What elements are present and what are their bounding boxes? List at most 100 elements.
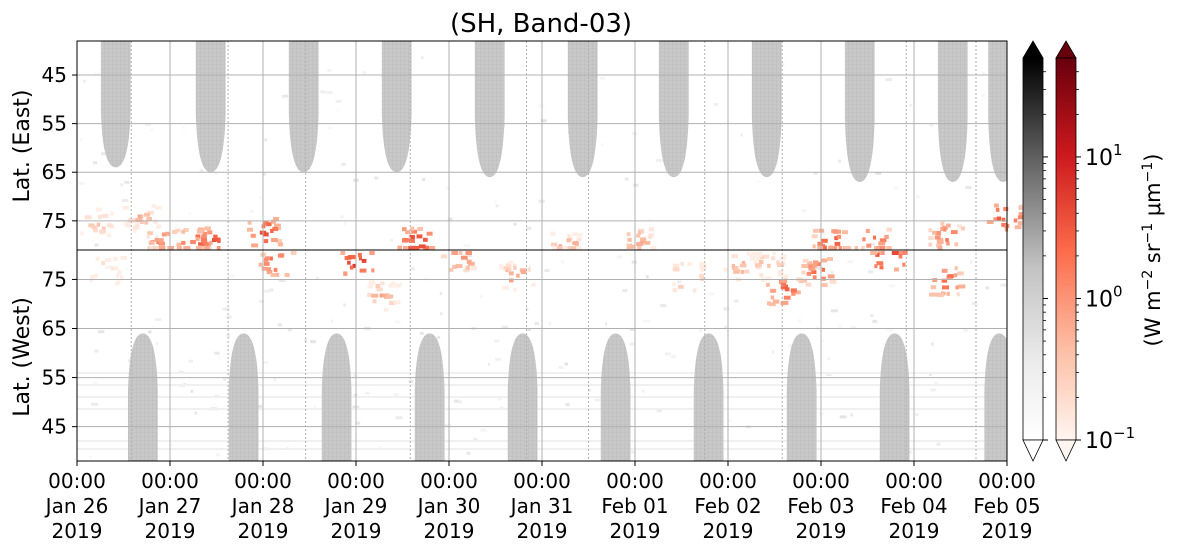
emission-cell	[672, 267, 680, 272]
emission-cell	[844, 246, 851, 250]
noise-cell	[771, 350, 775, 354]
noise-cell	[335, 99, 342, 103]
emission-cell	[448, 267, 454, 272]
emission-cell	[943, 227, 947, 232]
emission-cell	[425, 245, 429, 250]
emission-cell	[158, 246, 166, 250]
emission-cell	[208, 245, 212, 250]
noise-cell	[88, 455, 92, 459]
emission-cell	[107, 233, 111, 238]
emission-cell	[116, 273, 120, 278]
emission-cell	[207, 230, 213, 235]
emission-cell	[828, 246, 835, 250]
emission-cell	[567, 246, 574, 250]
emission-cell	[440, 254, 448, 259]
daylight-lobe-east	[937, 41, 968, 182]
emission-cell	[791, 291, 796, 296]
noise-cell	[985, 286, 990, 290]
emission-cell	[878, 251, 883, 255]
emission-cell	[93, 273, 98, 278]
emission-cell	[801, 270, 806, 275]
emission-cell	[196, 246, 200, 250]
emission-cell	[731, 263, 735, 268]
emission-cell	[701, 265, 707, 270]
emission-cell	[97, 214, 102, 219]
noise-cell	[982, 71, 985, 75]
emission-cell	[996, 216, 1002, 221]
emission-cell	[898, 254, 903, 259]
noise-cell	[264, 289, 270, 293]
emission-cell	[731, 266, 739, 270]
noise-cell	[540, 119, 547, 123]
noise-cell	[501, 325, 509, 329]
noise-cell	[656, 158, 663, 162]
y-tick-label: 45	[42, 415, 67, 439]
noise-cell	[708, 292, 715, 296]
emission-cell	[516, 273, 520, 278]
emission-cell	[452, 265, 457, 269]
emission-cell	[212, 238, 217, 242]
emission-cell	[265, 222, 272, 227]
daylight-lobe-east	[381, 41, 412, 173]
noise-cell	[94, 349, 99, 353]
emission-cell	[783, 278, 788, 283]
daylight-lobe-west	[127, 333, 158, 461]
noise-cell	[394, 320, 401, 324]
noise-cell	[91, 402, 99, 406]
emission-cell	[110, 266, 115, 271]
noise-cell	[278, 278, 286, 282]
colorbar-red	[1055, 40, 1077, 462]
noise-cell	[909, 103, 913, 107]
noise-cell	[250, 210, 254, 213]
noise-cell	[847, 260, 853, 264]
emission-cell	[782, 274, 789, 279]
x-tick-label: 00:00 Jan 30 2019	[416, 469, 481, 543]
noise-cell	[79, 138, 83, 141]
emission-cell	[347, 255, 352, 260]
noise-cell	[558, 365, 564, 369]
emission-cell	[371, 268, 375, 273]
noise-cell	[105, 265, 112, 269]
emission-cell	[865, 229, 870, 233]
noise-cell	[277, 323, 283, 327]
noise-cell	[466, 451, 471, 455]
emission-cell	[781, 254, 787, 259]
emission-cell	[154, 237, 159, 242]
emission-cell	[358, 256, 362, 261]
noise-cell	[101, 152, 106, 156]
noise-cell	[225, 315, 233, 319]
emission-cell	[147, 231, 153, 236]
emission-cell	[165, 231, 170, 236]
noise-cell	[188, 212, 192, 216]
emission-cell	[648, 227, 655, 232]
emission-cell	[453, 251, 458, 255]
emission-cell	[155, 205, 162, 210]
noise-cell	[528, 265, 532, 269]
emission-cell	[1018, 212, 1025, 217]
emission-cell	[119, 275, 124, 280]
emission-cell	[196, 229, 204, 234]
noise-cell	[188, 359, 193, 363]
noise-cell	[228, 274, 235, 278]
noise-cell	[78, 181, 85, 185]
emission-cell	[790, 288, 797, 293]
emission-cell	[817, 241, 823, 246]
emission-cell	[746, 251, 751, 256]
emission-cell	[956, 292, 960, 297]
noise-cell	[355, 421, 361, 425]
noise-cell	[315, 277, 320, 280]
colorbar-label-post: )	[1141, 154, 1165, 162]
noise-cell	[374, 176, 379, 180]
emission-cell	[778, 272, 784, 277]
noise-cell	[734, 299, 739, 303]
emission-cell	[733, 269, 740, 274]
noise-cell	[182, 126, 186, 130]
emission-cell	[957, 224, 962, 229]
emission-cell	[934, 235, 941, 240]
noise-cell	[326, 91, 333, 95]
emission-cell	[379, 293, 383, 298]
emission-cell	[369, 251, 375, 255]
emission-cell	[930, 285, 937, 290]
daylight-lobe-east	[658, 41, 689, 178]
emission-cell	[866, 243, 872, 248]
